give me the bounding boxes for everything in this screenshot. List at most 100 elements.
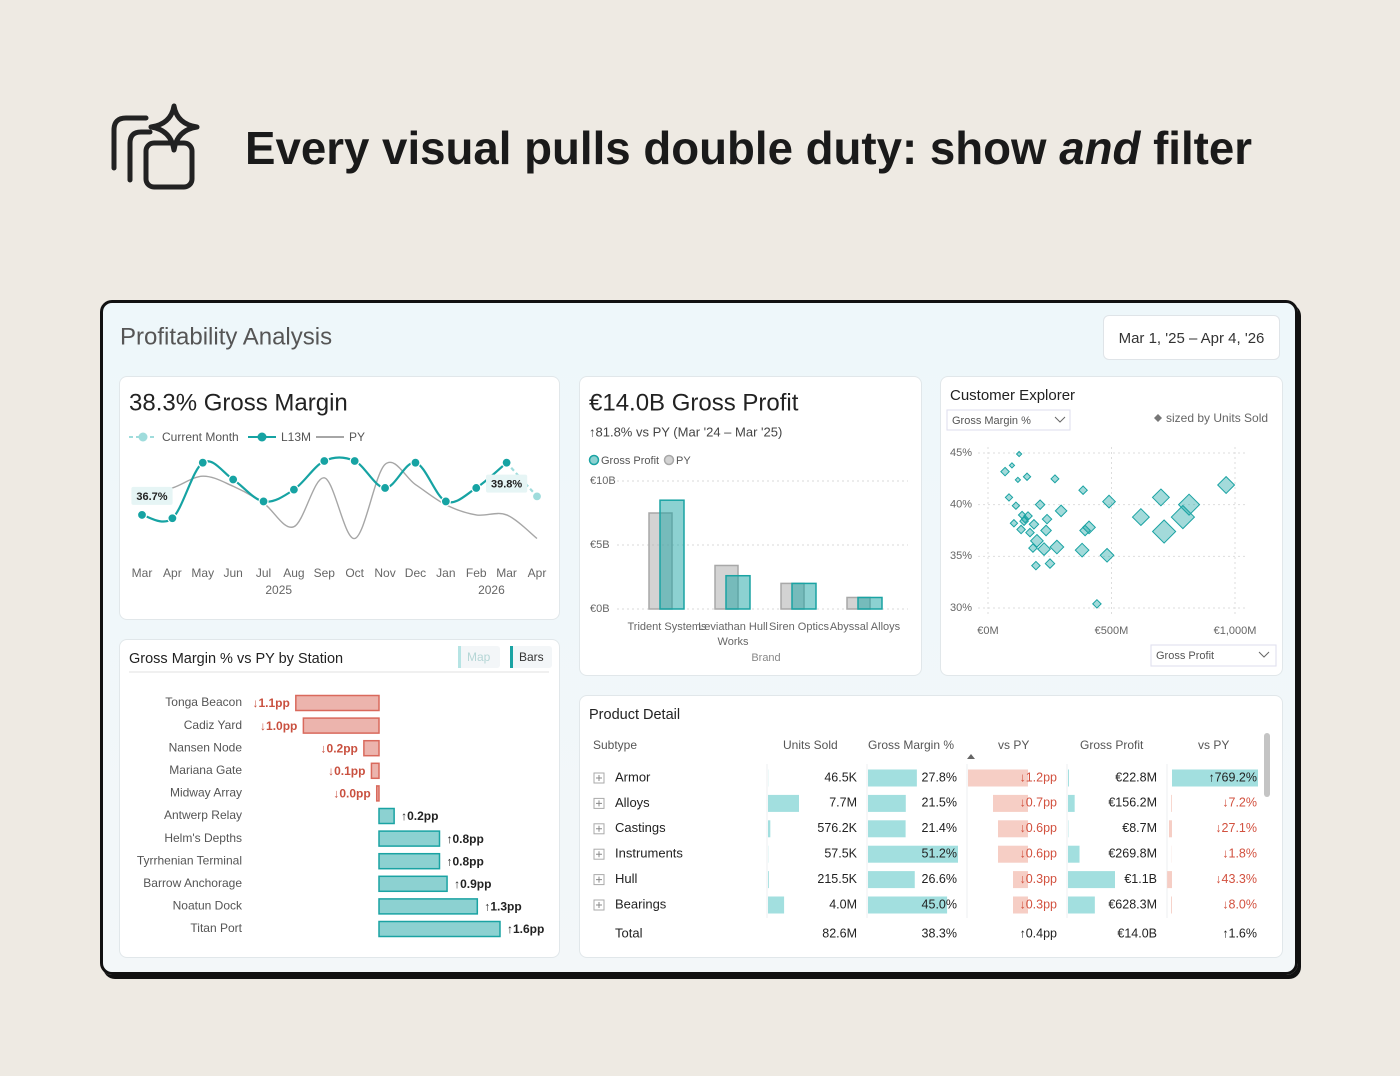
marker	[197, 457, 208, 468]
cell-value: 21.5%	[922, 796, 957, 810]
bar	[791, 582, 817, 610]
point	[1016, 524, 1027, 535]
cell-bar	[1068, 769, 1069, 787]
y-tick-label: 35%	[950, 550, 972, 562]
bar	[378, 807, 395, 825]
data-label: 39.8%	[491, 479, 522, 491]
panel	[119, 639, 560, 958]
point	[1078, 485, 1089, 496]
cell-value: ↓43.3%	[1215, 872, 1257, 886]
cell-bar	[868, 794, 906, 812]
row-label: Hull	[615, 871, 638, 886]
y-tick-label: Tonga Beacon	[165, 695, 242, 709]
cell-value: 51.2%	[922, 846, 957, 860]
y-tick-label: €5B	[590, 539, 610, 551]
column-header[interactable]: Subtype	[593, 738, 637, 752]
column-header[interactable]: Gross Margin %	[868, 738, 954, 752]
y-field-label: Gross Margin %	[952, 415, 1031, 427]
x-tick-label: Nov	[374, 566, 395, 580]
cell-value: ↓0.6pp	[1019, 846, 1057, 860]
cell-bar	[1172, 769, 1258, 787]
x-field-dropdown[interactable]	[1150, 644, 1277, 667]
point	[1022, 472, 1032, 482]
toggle-button[interactable]	[510, 646, 552, 668]
y-tick-label: €0B	[590, 603, 610, 615]
y-tick-label: Tyrrhenian Terminal	[137, 853, 242, 867]
point	[1015, 450, 1023, 458]
total-value: ↑1.6%	[1222, 926, 1257, 940]
bar	[378, 830, 441, 847]
data-label: ↑0.9pp	[454, 877, 491, 891]
cell-value: €156.2M	[1108, 796, 1157, 810]
cell-value: 576.2K	[817, 821, 857, 835]
column-header[interactable]: Units Sold	[783, 738, 838, 752]
data-label: 36.7%	[136, 491, 167, 503]
toggle-label[interactable]: Bars	[519, 650, 544, 664]
cell-value: ↓0.3pp	[1019, 897, 1057, 911]
chevron	[1054, 416, 1066, 423]
marker	[319, 455, 330, 467]
y-tick-label: Mariana Gate	[169, 763, 242, 777]
x-tick-label: Leviathan Hull Works	[698, 621, 768, 648]
cell-value: ↓1.2pp	[1019, 770, 1057, 784]
cell-bar	[868, 769, 917, 787]
cell-value: 26.6%	[922, 872, 957, 886]
cell-value: 27.8%	[922, 770, 957, 784]
x-group-label: 2026	[478, 583, 505, 597]
row-label: Alloys	[615, 795, 650, 810]
x-tick-label: Dec	[405, 566, 426, 580]
data-label: ↑0.8pp	[447, 832, 484, 846]
point	[1151, 519, 1177, 544]
x-tick-label: Abyssal Alloys	[829, 621, 901, 633]
point	[1041, 513, 1053, 525]
size-note: sized by Units Sold	[1166, 411, 1268, 425]
legend-label: Gross Profit	[601, 455, 659, 467]
cell-bar	[993, 794, 1028, 812]
x-tick-label: Trident Systems	[627, 621, 707, 633]
panel	[119, 376, 560, 620]
toggle-button[interactable]	[458, 646, 500, 668]
cell-value: ↓0.3pp	[1019, 872, 1057, 886]
cell-bar	[868, 820, 906, 838]
cell-value: 21.4%	[922, 821, 957, 835]
cell-value: 215.5K	[817, 872, 857, 886]
cell-bar	[768, 871, 769, 889]
point	[1009, 518, 1019, 528]
date-range[interactable]: Mar 1, '25 – Apr 4, '26	[1103, 315, 1280, 360]
y-field-dropdown[interactable]	[946, 409, 1071, 431]
column-header[interactable]: Gross Profit	[1080, 738, 1144, 752]
expand-plus	[596, 825, 602, 832]
chart-title: 38.3% Gross Margin	[129, 389, 348, 416]
cell-bar	[868, 871, 915, 889]
x-tick-label: €500M	[1095, 625, 1129, 637]
chart-title: Gross Margin % vs PY by Station	[129, 651, 343, 667]
column-header[interactable]: vs PY	[1198, 738, 1229, 752]
cell-bar	[1068, 845, 1080, 863]
bar	[857, 596, 883, 610]
data-label: ↓1.1pp	[252, 696, 289, 710]
toggle-label[interactable]: Map	[467, 650, 491, 664]
expand-plus	[596, 851, 602, 858]
scrollbar[interactable]	[1264, 733, 1270, 797]
total-value: 82.6M	[822, 926, 857, 940]
total-value: €14.0B	[1117, 926, 1157, 940]
bar	[370, 762, 380, 780]
y-tick-label: 45%	[950, 447, 972, 459]
bar	[659, 499, 685, 610]
x-group-label: 2025	[265, 583, 292, 597]
marker	[167, 513, 178, 524]
legend-marker	[257, 432, 267, 442]
cell-bar	[768, 896, 785, 914]
x-tick-label: Feb	[466, 566, 487, 580]
cell-bar	[1068, 871, 1115, 889]
x-tick-label: Mar	[132, 566, 153, 580]
cell-value: ↓0.6pp	[1019, 821, 1057, 835]
column-header[interactable]: vs PY	[998, 738, 1029, 752]
x-tick-label: May	[191, 566, 214, 580]
dashboard-title: Profitability Analysis	[120, 323, 332, 350]
y-tick-label: Titan Port	[190, 921, 242, 935]
legend-label: Current Month	[162, 430, 239, 444]
x-tick-label: Jul	[256, 566, 271, 580]
bar	[295, 694, 380, 712]
